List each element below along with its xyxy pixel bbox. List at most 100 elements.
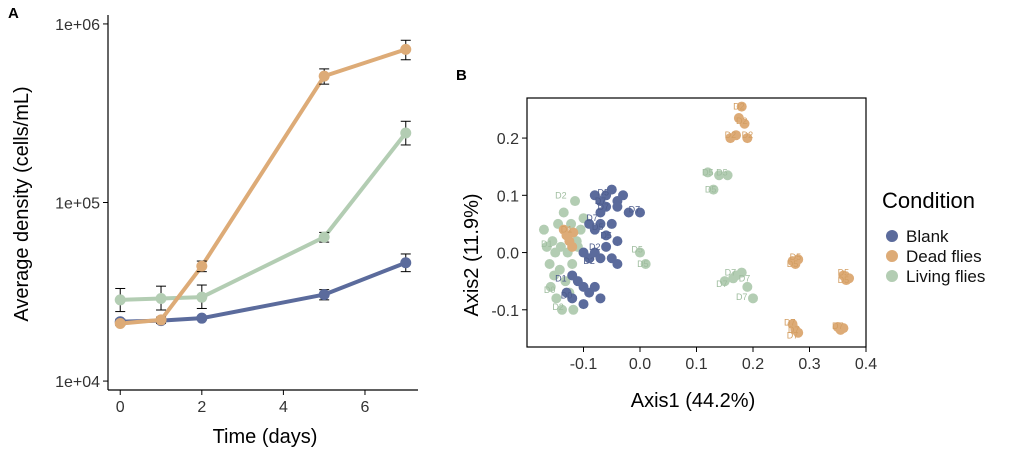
data-point (196, 260, 208, 272)
scatter-point-label: D2 (555, 190, 567, 200)
scatter-point (748, 293, 758, 304)
chart-a-series-living-flies (114, 120, 412, 313)
scatter-point (554, 264, 565, 275)
scatter-point-label: D1 (561, 225, 573, 235)
scatter-point-label: D0 (561, 290, 573, 300)
chart-a-y-tick-label: 1e+05 (55, 196, 100, 213)
scatter-point (739, 118, 750, 129)
scatter-point (595, 253, 606, 264)
data-point (318, 70, 330, 82)
scatter-point-label: D7 (598, 202, 610, 212)
scatter-point-label: D5 (592, 222, 604, 232)
chart-b-x-axis-label: Axis1 (44.2%) (631, 390, 756, 412)
scatter-point-label: D5 (838, 275, 850, 285)
data-point (155, 293, 167, 305)
scatter-point (623, 207, 634, 218)
scatter-point-label: D7 (832, 321, 844, 331)
scatter-point (566, 218, 577, 229)
chart-a-y-tick-label: 1e+06 (55, 17, 100, 34)
scatter-point (606, 184, 617, 195)
chart-b-x-tick-label: 0.4 (855, 356, 877, 373)
scatter-point-label: D5 (838, 268, 850, 278)
scatter-point-label: D5 (790, 252, 802, 262)
scatter-point (640, 259, 651, 269)
scatter-point (606, 218, 617, 229)
chart-a-series (114, 39, 412, 330)
data-point (114, 318, 126, 330)
chart-a-y-axis-label: Average density (cells/mL) (11, 86, 33, 321)
scatter-point (793, 327, 804, 338)
chart-a: 0 2 4 6 1e+04 1e+05 1e+06 Time (days) Average … (11, 15, 418, 448)
legend-title: Condition (882, 188, 975, 213)
scatter-point (551, 293, 562, 304)
scatter-point (708, 184, 719, 195)
scatter-point (838, 323, 849, 334)
scatter-point (719, 276, 730, 287)
scatter-point-label: D1 (541, 239, 553, 249)
legend-marker-blank (886, 230, 898, 242)
scatter-point (544, 259, 555, 269)
data-point (400, 43, 412, 55)
data-point (318, 289, 330, 301)
chart-b-x-tick-label: 0.0 (629, 356, 651, 373)
scatter-point-label: D7 (739, 273, 751, 283)
scatter-point-label: D5 (637, 259, 649, 269)
scatter-point-label: D1 (555, 273, 567, 283)
scatter-point-label: D5 (598, 187, 610, 197)
chart-b-y-tick-label: -0.1 (491, 303, 519, 320)
scatter-point-label: D7 (784, 317, 796, 327)
chart-a-series-dead-flies (114, 39, 412, 330)
scatter-point-label: D2 (736, 116, 748, 126)
scatter-point (560, 276, 571, 287)
scatter-point-label: D2 (742, 130, 754, 140)
data-point (114, 294, 126, 306)
scatter-point (557, 304, 568, 315)
data-point (400, 257, 412, 269)
chart-b-y-tick-label: 0.2 (497, 131, 519, 148)
chart-b-points (538, 101, 855, 338)
chart-b-x-tick-label: 0.3 (798, 356, 820, 373)
scatter-point (595, 218, 606, 229)
scatter-point-label: D2 (725, 130, 737, 140)
chart-b-y-tick-label: 0.1 (497, 188, 519, 205)
scatter-point (728, 273, 739, 284)
legend-marker-living (886, 270, 898, 282)
chart-a-x-tick-label: 4 (279, 399, 288, 416)
legend-marker-dead (886, 250, 898, 262)
data-point (400, 127, 412, 139)
data-point (155, 314, 167, 326)
scatter-point (547, 236, 558, 247)
scatter-point (558, 207, 569, 218)
scatter-point (558, 224, 569, 235)
scatter-point-label: D5 (702, 167, 714, 177)
chart-b-series-blank (561, 184, 645, 310)
scatter-point (736, 267, 747, 278)
scatter-point-label: D5 (600, 230, 612, 240)
scatter-point-label: D7 (629, 205, 641, 215)
scatter-point-label: D7 (725, 268, 737, 278)
scatter-point-label: D2 (733, 102, 745, 112)
chart-a-x-tick-label: 2 (197, 399, 206, 416)
scatter-point (568, 304, 579, 315)
scatter-point-label: D5 (716, 167, 728, 177)
scatter-point-label: D5 (787, 259, 799, 269)
chart-b-axes: -0.1 0.0 0.1 0.2 0.3 0.4 -0.1 0.0 0.1 0.2 (491, 97, 877, 373)
scatter-point-label: D7 (788, 325, 800, 335)
scatter-point (731, 130, 742, 141)
scatter-point (570, 196, 581, 207)
scatter-point-label: D2 (589, 242, 601, 252)
chart-b-y-tick-label: 0.0 (497, 246, 519, 263)
legend-label-living: Living flies (906, 267, 985, 286)
scatter-point (578, 299, 589, 310)
scatter-point (618, 190, 629, 201)
scatter-point-label: D5 (705, 185, 717, 195)
scatter-point-label: D7 (716, 279, 728, 289)
panel-a-label: A (8, 5, 19, 22)
scatter-point (612, 259, 623, 269)
scatter-point (538, 224, 549, 235)
scatter-point (568, 227, 579, 238)
scatter-point (722, 170, 733, 181)
scatter-point (567, 241, 578, 252)
scatter-point (545, 281, 556, 292)
scatter-point (702, 167, 713, 178)
